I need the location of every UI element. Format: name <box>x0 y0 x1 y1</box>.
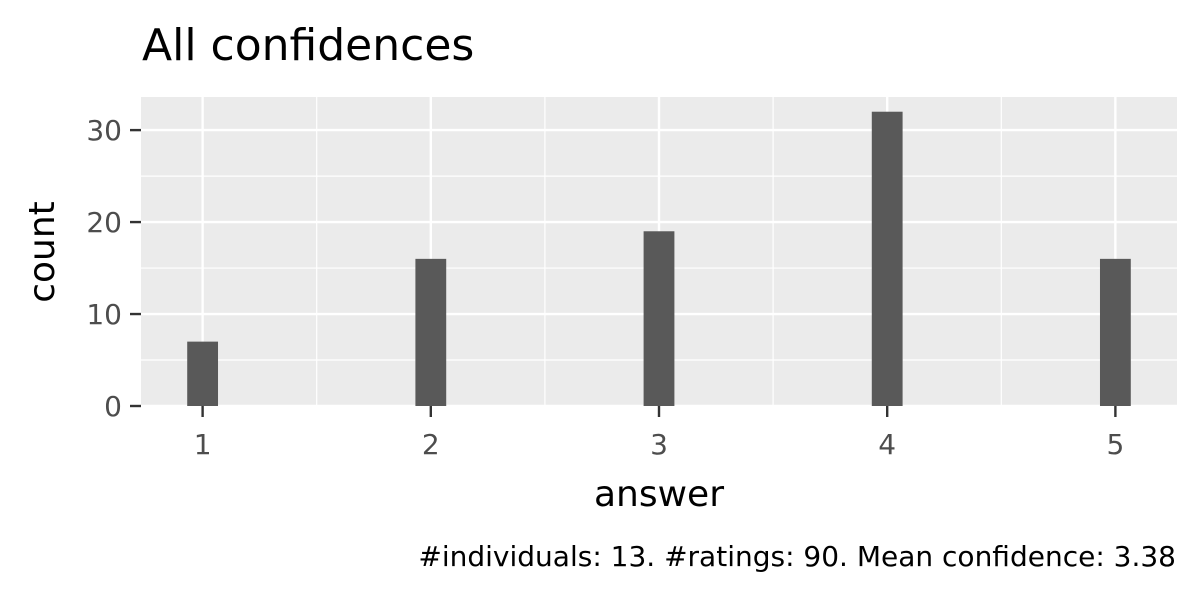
x-axis-title: answer <box>594 474 724 515</box>
y-tick-label: 20 <box>86 206 122 239</box>
chart-title: All confidences <box>142 20 474 71</box>
y-tick-label: 10 <box>86 298 122 331</box>
bars <box>187 111 1131 406</box>
x-tick-label: 3 <box>650 428 668 461</box>
bar-answer-2 <box>415 258 447 406</box>
bar-answer-3 <box>643 231 675 406</box>
bar-answer-4 <box>871 111 903 406</box>
bar-answer-1 <box>187 341 219 406</box>
x-axis: 1 2 3 4 5 <box>194 406 1124 461</box>
y-axis: 0 10 20 30 <box>86 114 141 423</box>
x-tick-label: 1 <box>194 428 212 461</box>
y-tick-label: 0 <box>104 390 122 423</box>
y-axis-title: count <box>22 201 63 303</box>
x-tick-label: 5 <box>1106 428 1124 461</box>
chart-caption: #individuals: 13. #ratings: 90. Mean con… <box>418 540 1176 573</box>
y-tick-label: 30 <box>86 114 122 147</box>
x-tick-label: 2 <box>422 428 440 461</box>
x-tick-label: 4 <box>878 428 896 461</box>
bar-answer-5 <box>1099 258 1131 406</box>
